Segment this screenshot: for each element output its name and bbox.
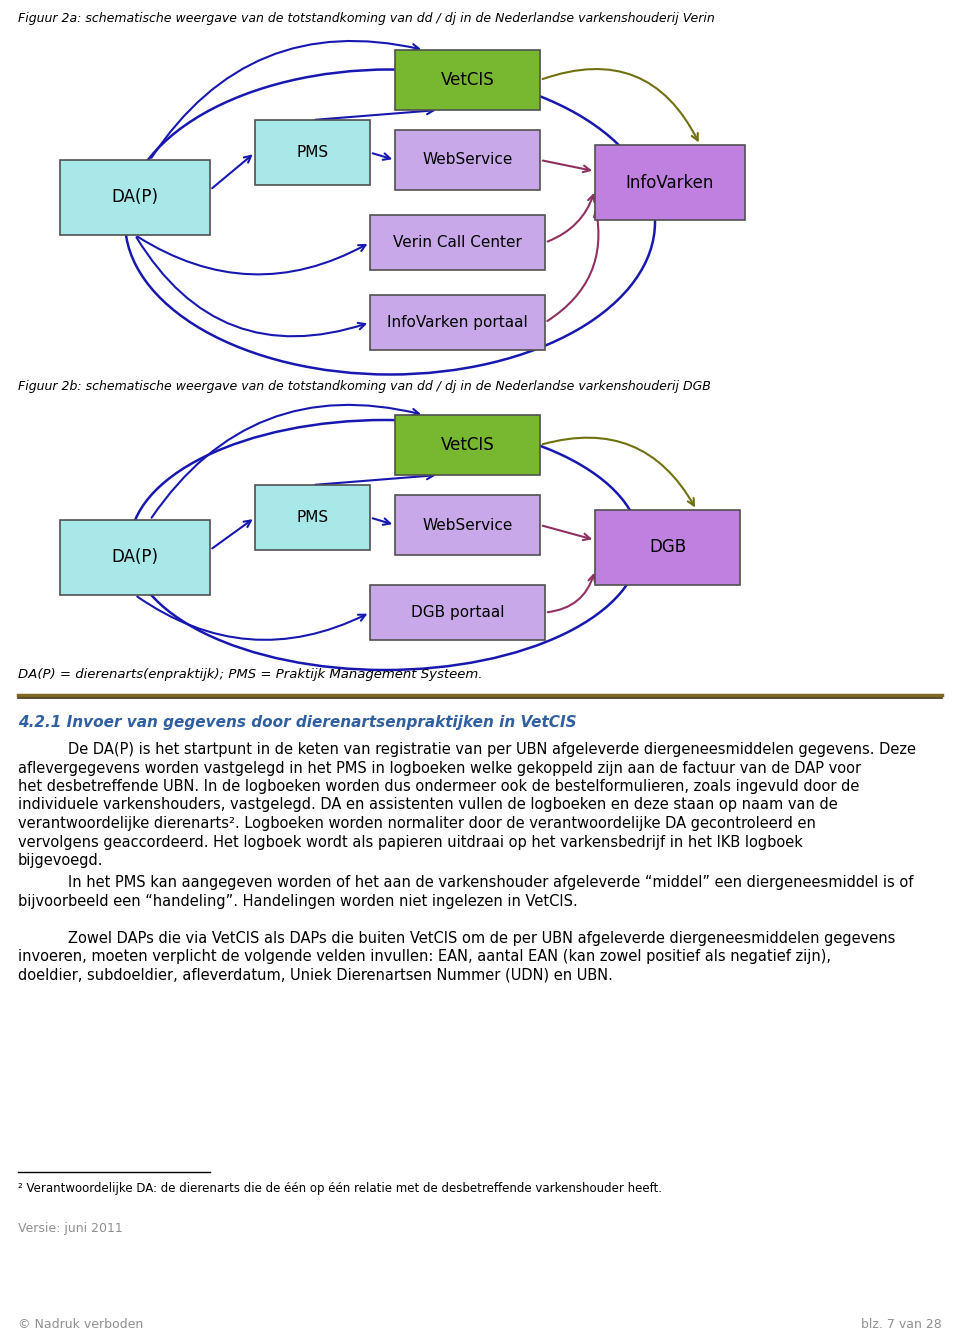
FancyBboxPatch shape — [370, 586, 545, 641]
Text: PMS: PMS — [297, 145, 328, 159]
Text: bijgevoegd.: bijgevoegd. — [18, 854, 104, 868]
FancyBboxPatch shape — [255, 485, 370, 549]
Text: VetCIS: VetCIS — [441, 436, 494, 454]
Text: ² Verantwoordelijke DA: de dierenarts die de één op één relatie met de desbetref: ² Verantwoordelijke DA: de dierenarts di… — [18, 1182, 662, 1195]
FancyBboxPatch shape — [395, 415, 540, 474]
FancyBboxPatch shape — [395, 494, 540, 555]
Text: vervolgens geaccordeerd. Het logboek wordt als papieren uitdraai op het varkensb: vervolgens geaccordeerd. Het logboek wor… — [18, 835, 803, 850]
Text: DA(P): DA(P) — [111, 189, 158, 206]
Text: Verin Call Center: Verin Call Center — [393, 234, 522, 251]
FancyBboxPatch shape — [370, 214, 545, 269]
FancyBboxPatch shape — [370, 295, 545, 350]
Text: 4.2.1 Invoer van gegevens door dierenartsenpraktijken in VetCIS: 4.2.1 Invoer van gegevens door dierenart… — [18, 716, 577, 730]
Text: Zowel DAPs die via VetCIS als DAPs die buiten VetCIS om de per UBN afgeleverde d: Zowel DAPs die via VetCIS als DAPs die b… — [68, 931, 896, 946]
Text: DA(P): DA(P) — [111, 548, 158, 567]
FancyBboxPatch shape — [595, 511, 740, 586]
Text: InfoVarken portaal: InfoVarken portaal — [387, 315, 528, 330]
Text: InfoVarken: InfoVarken — [626, 173, 714, 192]
Text: Figuur 2b: schematische weergave van de totstandkoming van dd / dj in de Nederla: Figuur 2b: schematische weergave van de … — [18, 381, 710, 393]
Text: Versie: juni 2011: Versie: juni 2011 — [18, 1222, 123, 1235]
Text: individuele varkenshouders, vastgelegd. DA en assistenten vullen de logboeken en: individuele varkenshouders, vastgelegd. … — [18, 797, 838, 812]
FancyBboxPatch shape — [60, 159, 210, 234]
FancyBboxPatch shape — [395, 50, 540, 110]
Text: DA(P) = dierenarts(enpraktijk); PMS = Praktijk Management Systeem.: DA(P) = dierenarts(enpraktijk); PMS = Pr… — [18, 669, 483, 681]
Text: doeldier, subdoeldier, afleverdatum, Uniek Dierenartsen Nummer (UDN) en UBN.: doeldier, subdoeldier, afleverdatum, Uni… — [18, 967, 612, 984]
Text: De DA(P) is het startpunt in de keten van registratie van per UBN afgeleverde di: De DA(P) is het startpunt in de keten va… — [68, 742, 916, 757]
Text: invoeren, moeten verplicht de volgende velden invullen: EAN, aantal EAN (kan zow: invoeren, moeten verplicht de volgende v… — [18, 950, 831, 965]
Text: DGB: DGB — [649, 539, 686, 556]
Text: Figuur 2a: schematische weergave van de totstandkoming van dd / dj in de Nederla: Figuur 2a: schematische weergave van de … — [18, 12, 715, 25]
Text: DGB portaal: DGB portaal — [411, 604, 504, 620]
FancyBboxPatch shape — [255, 121, 370, 185]
Text: © Nadruk verboden: © Nadruk verboden — [18, 1319, 143, 1331]
FancyBboxPatch shape — [595, 145, 745, 220]
Text: aflevergegevens worden vastgelegd in het PMS in logboeken welke gekoppeld zijn a: aflevergegevens worden vastgelegd in het… — [18, 761, 861, 776]
Text: het desbetreffende UBN. In de logboeken worden dus ondermeer ook de bestelformul: het desbetreffende UBN. In de logboeken … — [18, 779, 859, 795]
Text: WebService: WebService — [422, 517, 513, 532]
Text: bijvoorbeeld een “handeling”. Handelingen worden niet ingelezen in VetCIS.: bijvoorbeeld een “handeling”. Handelinge… — [18, 894, 578, 909]
FancyBboxPatch shape — [395, 130, 540, 190]
Text: PMS: PMS — [297, 511, 328, 525]
Text: WebService: WebService — [422, 153, 513, 168]
Text: VetCIS: VetCIS — [441, 71, 494, 88]
FancyBboxPatch shape — [60, 520, 210, 595]
Text: In het PMS kan aangegeven worden of het aan de varkenshouder afgeleverde “middel: In het PMS kan aangegeven worden of het … — [68, 875, 913, 891]
Text: blz. 7 van 28: blz. 7 van 28 — [861, 1319, 942, 1331]
Text: verantwoordelijke dierenarts². Logboeken worden normaliter door de verantwoordel: verantwoordelijke dierenarts². Logboeken… — [18, 816, 816, 831]
